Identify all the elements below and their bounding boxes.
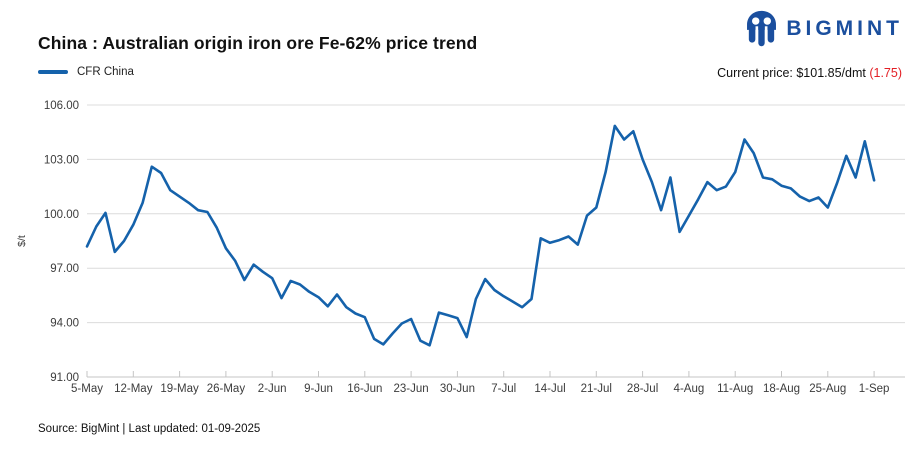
y-axis-tick-label: 106.00: [44, 100, 79, 112]
x-axis-tick-label: 12-May: [114, 383, 153, 395]
x-axis-tick-label: 18-Aug: [763, 383, 800, 395]
current-price-value: $101.85/dmt: [796, 66, 866, 80]
x-axis-tick-label: 5-May: [71, 383, 103, 395]
legend-label: CFR China: [77, 66, 134, 78]
price-trend-plot: 106.00 103.00 100.00 97.00 94.00 91.005-May 12…: [16, 100, 905, 395]
y-axis-tick-label: 100.00: [44, 209, 79, 221]
brand-logo: BIGMINT: [745, 10, 903, 48]
x-axis-tick-label: 30-Jun: [440, 383, 475, 395]
bigmint-owl-icon: [747, 10, 777, 48]
cfr-china-price-line: [85, 124, 876, 347]
x-axis-tick-label: 14-Jul: [534, 383, 565, 395]
x-axis-tick-label: 2-Jun: [258, 383, 287, 395]
y-axis-title: $/t: [16, 235, 28, 247]
chart-title: China : Australian origin iron ore Fe-62…: [38, 33, 478, 53]
y-axis-tick-label: 91.00: [50, 372, 79, 384]
x-axis-tick-label: 9-Jun: [304, 383, 333, 395]
x-axis-tick-label: 11-Aug: [717, 383, 753, 395]
brand-wordmark: BIGMINT: [786, 17, 903, 40]
x-axis-tick-label: 28-Jul: [627, 383, 658, 395]
current-price: Current price: $101.85/dmt (1.75): [717, 66, 902, 80]
x-axis-tick-label: 7-Jul: [491, 383, 516, 395]
current-price-label: Current price:: [717, 66, 797, 80]
x-axis-tick-label: 19-May: [160, 383, 199, 395]
legend-item-cfr-china[interactable]: CFR China: [38, 66, 134, 78]
x-axis-tick-label: 16-Jun: [347, 383, 382, 395]
x-axis-tick-label: 21-Jul: [581, 383, 612, 395]
source-note: Source: BigMint | Last updated: 01-09-20…: [38, 423, 261, 435]
x-axis-tick-label: 23-Jun: [394, 383, 429, 395]
x-axis-tick-label: 1-Sep: [859, 383, 890, 395]
x-axis-tick-label: 4-Aug: [674, 383, 705, 395]
x-axis-tick-label: 25-Aug: [809, 383, 846, 395]
y-axis-tick-label: 97.00: [50, 263, 79, 275]
x-axis-tick-label: 26-May: [207, 383, 246, 395]
current-price-change: (1.75): [869, 66, 902, 80]
y-axis-tick-label: 94.00: [50, 318, 79, 330]
legend-line-swatch: [38, 70, 68, 74]
y-axis-tick-label: 103.00: [44, 154, 79, 166]
